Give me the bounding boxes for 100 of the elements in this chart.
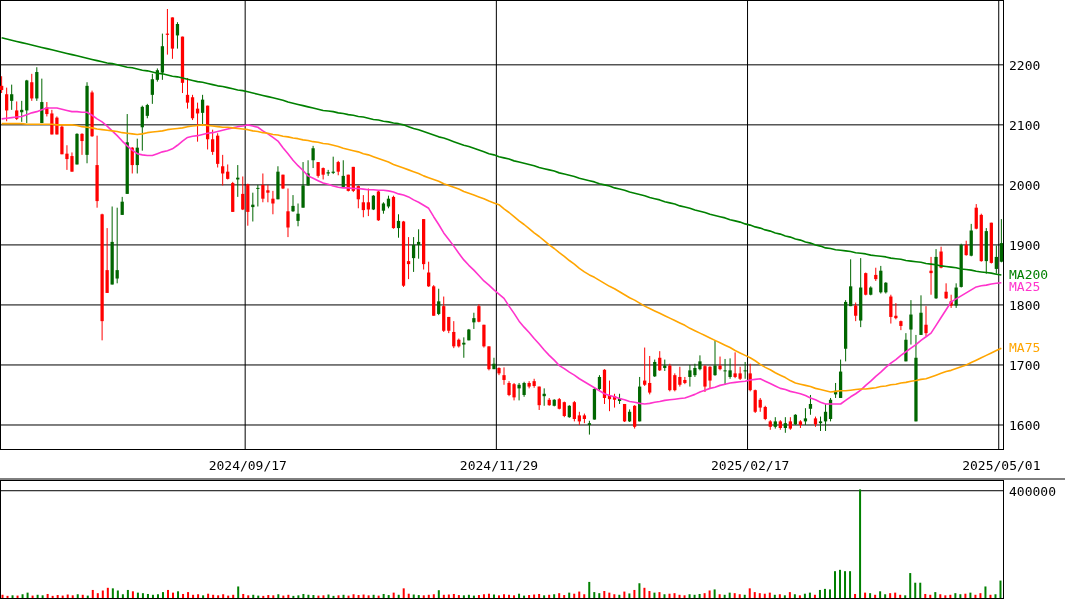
bar	[673, 593, 676, 598]
bar	[808, 592, 811, 598]
bar	[457, 595, 460, 598]
bar	[247, 595, 250, 598]
bar	[342, 594, 345, 598]
bar	[11, 595, 14, 598]
bar	[879, 591, 882, 598]
bar	[914, 582, 917, 598]
bar	[151, 594, 154, 598]
bar	[528, 595, 531, 598]
bar	[828, 589, 831, 598]
bar	[482, 594, 485, 598]
bar	[934, 592, 937, 598]
bar	[548, 594, 551, 598]
candlestick	[411, 236, 416, 273]
bar	[232, 594, 235, 598]
candlestick	[487, 345, 491, 371]
bar	[437, 590, 440, 598]
candlestick	[994, 245, 998, 275]
bar	[598, 593, 601, 598]
bar	[778, 594, 781, 598]
bar	[242, 593, 245, 598]
bar	[322, 595, 325, 598]
candlestick	[909, 299, 913, 346]
bar	[36, 594, 39, 598]
bar	[984, 586, 987, 598]
candlestick	[211, 129, 215, 156]
bar	[738, 594, 741, 598]
bar	[793, 594, 796, 598]
candlestick	[306, 159, 310, 186]
bar	[272, 595, 275, 598]
candlestick	[291, 194, 295, 213]
bar	[864, 592, 867, 598]
bar	[96, 593, 99, 598]
bar	[161, 592, 164, 598]
bar	[944, 595, 947, 598]
bar	[477, 595, 480, 598]
bar	[131, 591, 134, 598]
bar	[954, 593, 957, 598]
bar	[628, 593, 631, 598]
x-tick-label: 2024/11/29	[459, 458, 539, 473]
candlestick	[80, 132, 84, 156]
bar	[743, 594, 746, 598]
bar	[91, 589, 94, 598]
candlestick	[296, 202, 300, 227]
bar	[111, 588, 114, 598]
bar	[849, 571, 852, 598]
candlestick	[854, 302, 858, 322]
bar	[503, 594, 506, 598]
bar	[773, 594, 776, 598]
bar	[6, 595, 9, 598]
bar	[292, 595, 295, 598]
bar	[613, 594, 616, 598]
x-tick-label: 2025/05/01	[962, 458, 1041, 473]
candlestick	[894, 302, 898, 320]
candlestick	[633, 404, 637, 430]
bar	[126, 589, 129, 598]
bar	[452, 593, 455, 598]
bar	[81, 594, 84, 598]
bar	[618, 594, 621, 598]
bar	[633, 589, 636, 598]
bar	[277, 594, 280, 598]
bar	[688, 594, 691, 598]
bar	[497, 595, 500, 598]
bar	[813, 594, 816, 598]
bar	[141, 593, 144, 598]
bar	[713, 589, 716, 598]
bar	[578, 591, 581, 598]
bar	[648, 591, 651, 598]
y-tick-label: 1700	[1009, 357, 1041, 373]
candlestick	[572, 400, 576, 422]
bar	[929, 594, 932, 598]
bar	[603, 591, 606, 598]
bar	[874, 594, 877, 598]
bar	[538, 593, 541, 598]
bar	[101, 590, 104, 598]
bar	[167, 589, 169, 598]
bar	[307, 594, 310, 598]
candlestick	[472, 312, 476, 330]
candlestick	[437, 288, 441, 316]
y-tick-label: 2000	[1009, 177, 1041, 193]
candlestick	[311, 145, 315, 169]
candlestick	[929, 256, 933, 296]
bar	[658, 592, 661, 598]
bar	[41, 595, 44, 598]
bar	[623, 591, 626, 598]
bar	[969, 592, 972, 598]
bar	[748, 588, 751, 598]
bar	[999, 580, 1002, 598]
bar	[237, 586, 240, 598]
bar	[432, 594, 435, 598]
bar	[919, 582, 922, 598]
bar	[392, 592, 395, 598]
bar	[708, 590, 711, 598]
candlestick	[271, 190, 275, 215]
bar	[76, 594, 79, 598]
bar	[146, 593, 149, 598]
line-series	[0, 37, 1003, 276]
bar	[959, 594, 962, 598]
bar	[56, 595, 59, 598]
